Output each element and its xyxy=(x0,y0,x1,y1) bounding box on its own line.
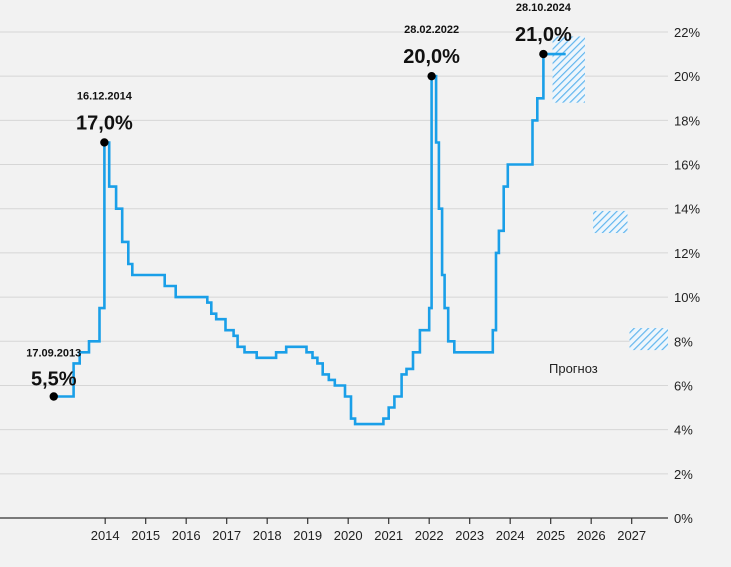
y-tick-label: 6% xyxy=(674,378,693,393)
annotations: 17.09.2013 5,5% 16.12.2014 17,0% 28.02.2022 2… xyxy=(26,2,572,401)
y-tick-label: 4% xyxy=(674,423,693,438)
x-tick-label: 2021 xyxy=(374,528,403,543)
x-tick-label: 2019 xyxy=(293,528,322,543)
y-tick-label: 18% xyxy=(674,113,700,128)
y-tick-label: 0% xyxy=(674,511,693,526)
y-tick-label: 16% xyxy=(674,158,700,173)
x-tick-label: 2017 xyxy=(212,528,241,543)
annotation-dot xyxy=(539,49,548,59)
x-tick-label: 2016 xyxy=(172,528,201,543)
x-tick-label: 2014 xyxy=(91,528,120,543)
annotation-dot xyxy=(427,71,436,81)
x-tick-label: 2022 xyxy=(415,528,444,543)
annotation-dot xyxy=(49,392,58,401)
annotation-value: 17,0% xyxy=(76,112,133,134)
x-tick-label: 2024 xyxy=(496,528,525,543)
x-tick-label: 2027 xyxy=(617,528,646,543)
annotation-value: 5,5% xyxy=(31,369,77,391)
y-axis: 0% 2% 4% 6% 8% 10% 12% 14% 16% 18% 20% 22% xyxy=(674,25,700,526)
x-tick-label: 2015 xyxy=(131,528,160,543)
x-tick-label: 2023 xyxy=(455,528,484,543)
y-tick-label: 10% xyxy=(674,290,700,305)
y-tick-label: 12% xyxy=(674,246,700,261)
annotation-date: 28.10.2024 xyxy=(516,2,572,14)
x-axis: 2014 2015 2016 2017 2018 2019 2020 2021 2022 2023… xyxy=(0,517,668,543)
rate-step-line xyxy=(53,52,566,426)
forecast-range xyxy=(552,36,585,103)
legend: Прогноз xyxy=(549,361,598,376)
y-tick-label: 2% xyxy=(674,467,693,482)
y-tick-label: 14% xyxy=(674,202,700,217)
annotation-dot xyxy=(100,138,109,147)
x-tick-label: 2020 xyxy=(334,528,363,543)
x-tick-label: 2018 xyxy=(253,528,282,543)
y-tick-label: 22% xyxy=(674,25,700,40)
forecast-ranges xyxy=(552,36,668,351)
y-tick-label: 20% xyxy=(674,69,700,84)
x-tick-label: 2025 xyxy=(536,528,565,543)
annotation-value: 20,0% xyxy=(403,46,460,68)
forecast-range xyxy=(593,210,628,234)
annotation-value: 21,0% xyxy=(515,24,572,46)
forecast-range xyxy=(629,328,668,351)
y-tick-label: 8% xyxy=(674,334,693,349)
x-tick-label: 2026 xyxy=(577,528,606,543)
annotation-date: 16.12.2014 xyxy=(77,90,133,102)
forecast-label: Прогноз xyxy=(549,361,598,376)
annotation-date: 17.09.2013 xyxy=(26,348,81,360)
rate-series xyxy=(53,52,566,426)
annotation-date: 28.02.2022 xyxy=(404,24,459,36)
